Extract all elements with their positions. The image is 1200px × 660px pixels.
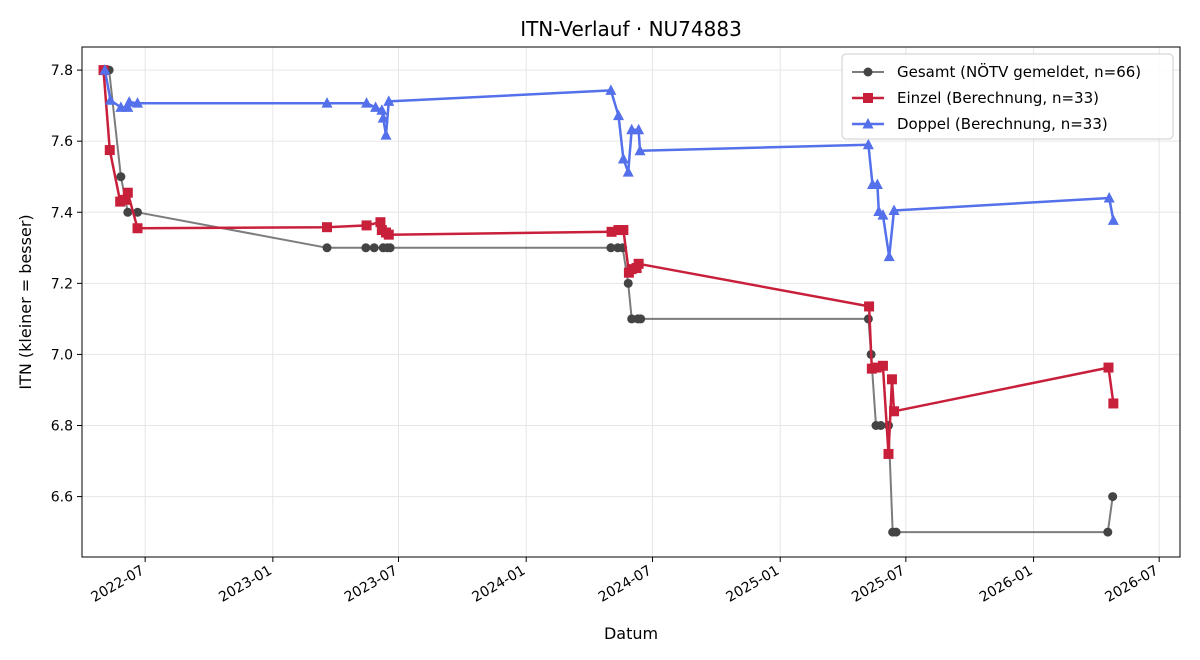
plot-frame: [81, 46, 1181, 558]
data-point-doppel: [122, 101, 134, 112]
data-point-doppel: [634, 144, 646, 156]
data-point-gesamt: [627, 314, 637, 324]
data-point-doppel: [370, 101, 382, 112]
data-point-gesamt: [606, 243, 616, 253]
data-point-gesamt: [123, 207, 133, 217]
data-point-gesamt: [876, 421, 886, 431]
data-point-doppel: [1107, 214, 1119, 225]
data-point-einzel: [122, 187, 133, 198]
y-tick-label: 6.6: [51, 490, 73, 506]
legend-label-gesamt: Gesamt (NÖTV gemeldet, n=66): [897, 62, 1141, 81]
data-point-einzel: [1108, 398, 1119, 409]
data-point-doppel: [377, 112, 389, 123]
data-point-doppel: [626, 123, 638, 135]
data-point-gesamt: [1103, 527, 1113, 537]
data-point-einzel: [618, 225, 629, 236]
y-tick-label: 7.2: [51, 276, 73, 292]
y-axis: 6.6 6.8 7.0 7.2 7.4 7.6 7.8: [51, 63, 82, 506]
data-point-gesamt: [361, 243, 371, 253]
data-point-doppel: [605, 84, 617, 95]
x-axis-title: Datum: [604, 624, 658, 643]
data-point-gesamt: [116, 172, 126, 182]
data-point-doppel: [617, 152, 629, 164]
data-point-gesamt: [322, 243, 332, 253]
y-tick-label: 7.6: [51, 134, 73, 150]
data-point-doppel: [104, 94, 116, 105]
data-point-doppel: [321, 97, 333, 108]
data-point-einzel: [361, 220, 372, 231]
data-point-gesamt: [623, 278, 633, 288]
data-point-doppel: [613, 109, 625, 121]
data-point-gesamt: [385, 243, 395, 253]
data-point-gesamt: [369, 243, 379, 253]
data-point-doppel: [871, 178, 883, 190]
data-point-einzel: [1103, 362, 1114, 373]
data-point-doppel: [622, 166, 634, 177]
legend: Gesamt (NÖTV gemeldet, n=66) Einzel (Bere…: [841, 53, 1174, 140]
legend-marker-gesamt: [863, 67, 873, 77]
legend-label-einzel: Einzel (Berechnung, n=33): [897, 89, 1099, 107]
legend-label-doppel: Doppel (Berechnung, n=33): [897, 115, 1108, 133]
data-point-doppel: [883, 250, 895, 262]
data-point-einzel: [633, 258, 644, 269]
data-point-einzel: [889, 406, 900, 417]
data-point-gesamt: [133, 207, 143, 217]
data-point-einzel: [606, 226, 617, 237]
y-axis-title: ITN (kleiner = besser): [16, 214, 35, 389]
y-tick-label: 7.0: [51, 347, 73, 363]
data-point-gesamt: [636, 314, 646, 324]
data-point-doppel: [380, 129, 392, 140]
data-point-einzel: [877, 360, 888, 371]
data-point-doppel: [1103, 192, 1115, 203]
data-point-einzel: [886, 374, 897, 385]
data-point-doppel: [633, 123, 645, 135]
data-point-einzel: [120, 194, 131, 205]
data-point-doppel: [132, 97, 144, 108]
legend-marker-einzel: [863, 93, 873, 103]
y-tick-label: 7.8: [51, 63, 73, 79]
data-point-einzel: [375, 217, 386, 228]
y-tick-label: 7.4: [51, 205, 73, 221]
legend-box: [841, 53, 1174, 140]
y-tick-label: 6.8: [51, 419, 73, 435]
series-layer: [98, 64, 1119, 537]
data-point-doppel: [888, 204, 900, 215]
legend-marker-doppel: [862, 118, 874, 129]
data-point-doppel: [123, 96, 135, 107]
data-point-einzel: [871, 362, 882, 373]
series-einzel: [98, 65, 1119, 459]
data-point-doppel: [862, 138, 874, 150]
data-point-doppel: [361, 97, 373, 108]
data-point-doppel: [383, 95, 395, 106]
data-point-doppel: [115, 101, 127, 112]
data-point-doppel: [99, 64, 111, 75]
data-point-einzel: [383, 229, 394, 240]
chart-title: ITN-Verlauf · NU74883: [520, 17, 742, 41]
data-point-gesamt: [891, 527, 901, 537]
data-point-einzel: [864, 301, 875, 312]
data-point-einzel: [104, 145, 115, 156]
data-point-doppel: [877, 209, 889, 220]
data-point-einzel: [132, 223, 143, 234]
data-point-doppel: [376, 104, 388, 115]
data-point-gesamt: [1108, 492, 1118, 502]
data-point-einzel: [883, 448, 894, 459]
data-point-einzel: [322, 222, 333, 233]
series-doppel: [99, 64, 1119, 262]
